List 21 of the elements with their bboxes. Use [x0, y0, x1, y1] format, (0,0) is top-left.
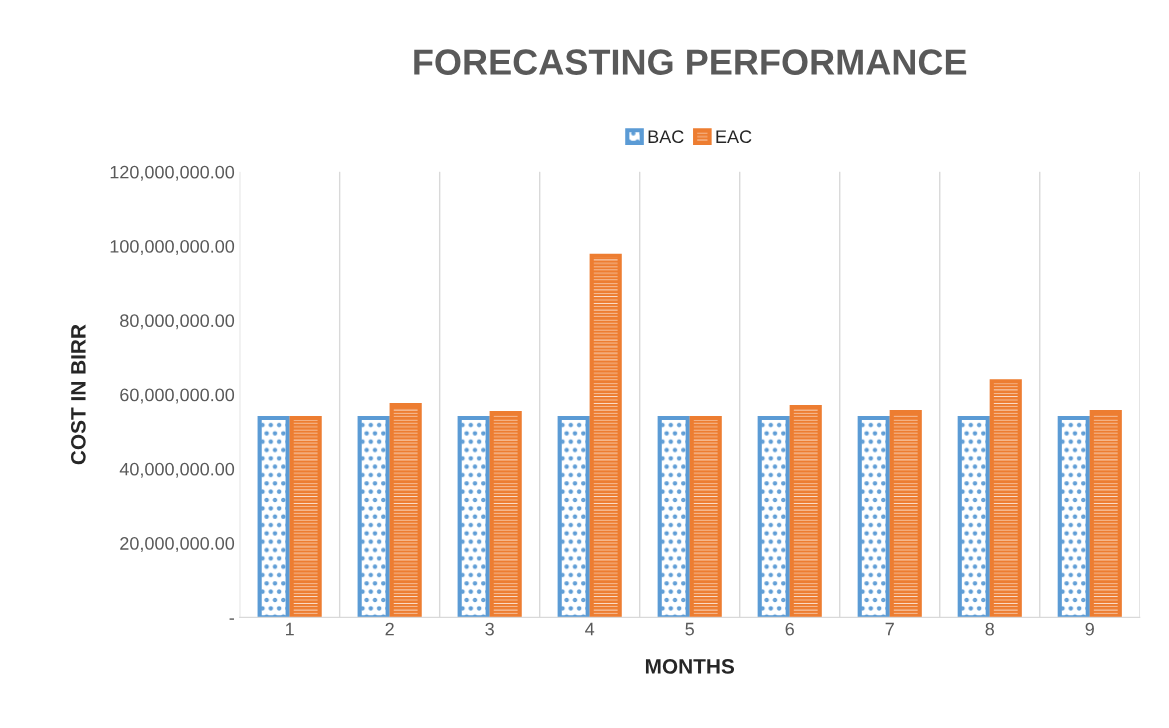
y-tick-label: 120,000,000.00: [110, 165, 235, 181]
legend-label: EAC: [716, 130, 752, 144]
x-tick-label: 3: [485, 622, 494, 636]
x-axis-title: MONTHS: [645, 659, 735, 674]
chart-title: FORECASTING PERFORMANCE: [414, 49, 967, 75]
y-tick-label: -: [229, 618, 234, 620]
x-tick-label: 1: [286, 622, 294, 636]
y-tick-label: 20,000,000.00: [120, 537, 235, 552]
y-tick-label: 80,000,000.00: [120, 314, 235, 330]
x-tick-label: 2: [385, 622, 394, 636]
y-tick-label: 60,000,000.00: [120, 388, 235, 404]
y-tick-label: 40,000,000.00: [119, 462, 235, 478]
x-tick-label: 4: [585, 622, 595, 636]
x-tick-label: 9: [1085, 622, 1094, 636]
y-axis-title: COST IN BIRR: [70, 324, 86, 465]
x-tick-label: 7: [885, 622, 894, 636]
y-tick-label: 100,000,000.00: [110, 240, 235, 255]
x-tick-label: 6: [785, 622, 794, 636]
x-tick-label: 8: [985, 622, 994, 636]
legend-label: BAC: [648, 130, 684, 144]
x-tick-label: 5: [685, 622, 694, 636]
